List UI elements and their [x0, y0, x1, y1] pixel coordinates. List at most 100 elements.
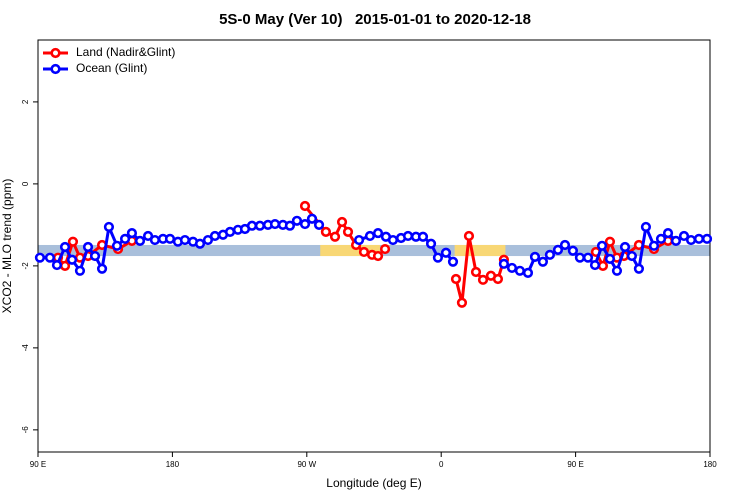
- data-point: [291, 215, 303, 226]
- data-point: [372, 227, 384, 239]
- data-point: [626, 250, 637, 262]
- data-point: [559, 239, 571, 251]
- x-tick-label: 180: [166, 460, 180, 469]
- data-point: [648, 240, 660, 251]
- data-point: [604, 236, 616, 247]
- data-point: [611, 265, 623, 276]
- data-point: [336, 216, 348, 228]
- y-tick-label: -2: [21, 262, 30, 270]
- data-point: [179, 234, 191, 246]
- data-point: [111, 240, 123, 251]
- y-tick-label: 0: [21, 181, 30, 186]
- data-point: [574, 252, 586, 263]
- data-point: [246, 220, 258, 231]
- data-point: [224, 226, 236, 237]
- chart-title: 5S-0 May (Ver 10) 2015-01-01 to 2020-12-…: [219, 11, 531, 28]
- data-point: [372, 250, 384, 262]
- data-point: [522, 267, 534, 278]
- x-tick-label: 90 E: [567, 460, 583, 469]
- data-point: [685, 234, 697, 246]
- data-point: [320, 226, 332, 237]
- data-point: [358, 246, 370, 258]
- legend-label: Ocean (Glint): [76, 61, 147, 75]
- data-point: [402, 230, 414, 242]
- data-point: [379, 243, 391, 255]
- data-point: [194, 238, 206, 249]
- data-point: [364, 230, 376, 242]
- data-point: [59, 241, 71, 253]
- data-point: [456, 297, 468, 308]
- data-point: [537, 256, 548, 267]
- data-point: [678, 230, 690, 242]
- data-point: [306, 213, 318, 224]
- data-point: [134, 235, 146, 246]
- data-point: [209, 230, 221, 242]
- data-point: [313, 219, 325, 230]
- data-point: [119, 233, 131, 244]
- data-point: [142, 230, 154, 242]
- data-point: [693, 233, 705, 244]
- data-point: [662, 227, 674, 239]
- data-point: [506, 262, 518, 274]
- data-point: [432, 252, 444, 263]
- data-point: [589, 259, 601, 271]
- data-point: [447, 256, 459, 267]
- data-point: [299, 218, 311, 230]
- y-tick-label: -6: [21, 426, 30, 434]
- y-axis-label: XCO2 - MLO trend (ppm): [0, 179, 14, 314]
- data-point: [670, 235, 682, 246]
- x-tick-label: 90 W: [297, 460, 316, 469]
- band-segment: [454, 244, 506, 257]
- data-point: [66, 254, 78, 265]
- plot-frame: [37, 39, 711, 453]
- data-point: [164, 233, 176, 244]
- data-point: [67, 236, 79, 247]
- data-point: [701, 233, 713, 244]
- data-point: [149, 234, 161, 246]
- data-point: [89, 250, 101, 262]
- data-point: [425, 238, 437, 249]
- data-point: [655, 233, 667, 244]
- legend-marker: [50, 63, 61, 75]
- data-point: [82, 241, 94, 253]
- data-point: [329, 231, 341, 242]
- data-point: [269, 218, 281, 230]
- x-tick-label: 90 E: [30, 460, 46, 469]
- data-point: [498, 258, 510, 269]
- data-point: [34, 252, 46, 263]
- data-point: [202, 234, 214, 246]
- data-point: [254, 220, 266, 231]
- data-point: [59, 260, 71, 271]
- data-point: [74, 265, 86, 276]
- data-point: [470, 266, 482, 278]
- legend-label: Land (Nadir&Glint): [76, 45, 175, 59]
- legend-marker: [50, 47, 61, 59]
- data-point: [417, 231, 429, 242]
- data-point: [103, 221, 115, 233]
- data-point: [477, 274, 489, 285]
- data-point: [96, 263, 108, 274]
- data-point: [463, 230, 475, 242]
- x-tick-label: 0: [439, 460, 444, 469]
- x-tick-label: 180: [703, 460, 717, 469]
- data-point: [544, 249, 556, 260]
- data-point: [353, 234, 365, 246]
- data-point: [619, 241, 631, 253]
- x-axis-label: Longitude (deg E): [326, 476, 421, 490]
- data-point: [284, 220, 296, 231]
- data-point: [582, 252, 594, 263]
- y-tick-label: -4: [21, 344, 30, 352]
- data-point: [492, 273, 504, 285]
- data-point: [450, 273, 462, 285]
- data-point: [299, 200, 311, 212]
- data-point: [552, 244, 564, 255]
- data-point: [567, 245, 579, 256]
- data-point: [440, 247, 452, 258]
- data-point: [640, 221, 652, 233]
- data-point: [342, 226, 354, 237]
- data-point: [596, 240, 608, 251]
- data-point: [633, 263, 645, 274]
- data-point: [51, 259, 63, 271]
- y-tick-label: 2: [21, 99, 30, 104]
